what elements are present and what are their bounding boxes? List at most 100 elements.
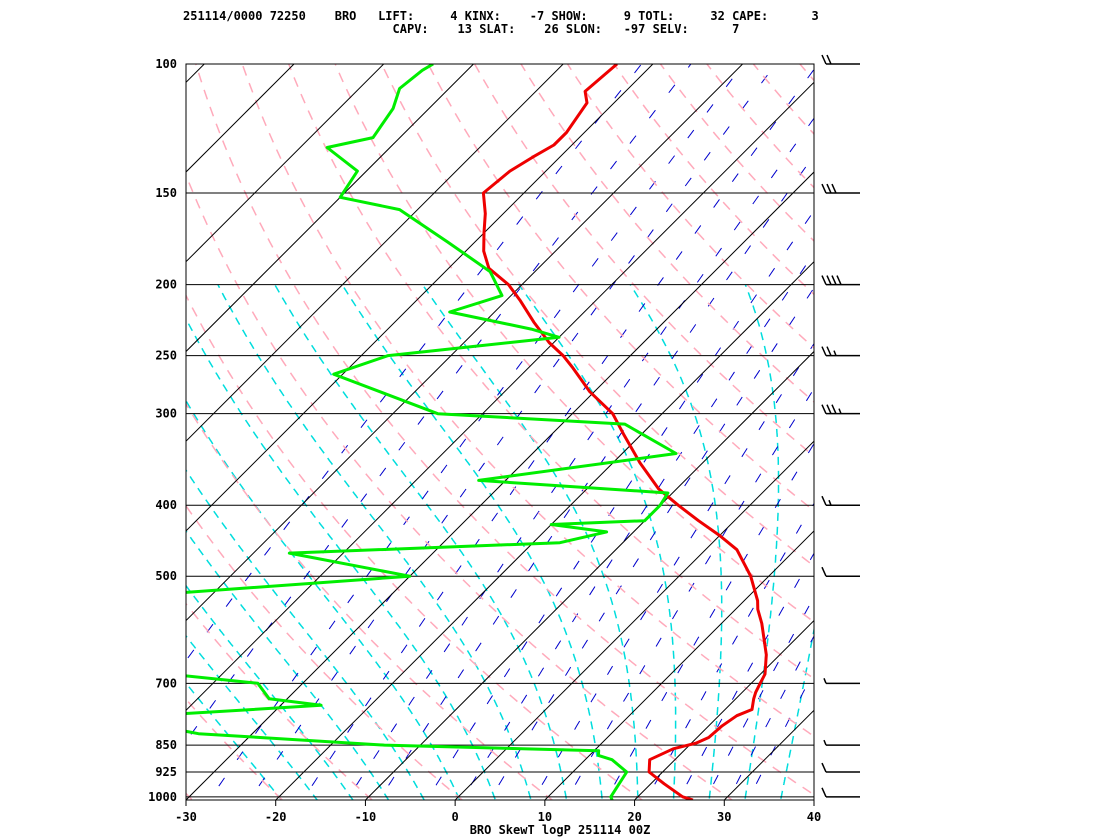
moist-adiabat bbox=[186, 468, 426, 800]
wind-barb-flag bbox=[826, 54, 832, 65]
pressure-tick-label: 925 bbox=[155, 765, 177, 779]
mixing-ratio-line bbox=[186, 64, 642, 662]
wind-barb-flag bbox=[821, 54, 827, 65]
pressure-tick-label: 1000 bbox=[148, 790, 177, 804]
temperature-tick-label: 20 bbox=[627, 810, 641, 824]
wind-barb bbox=[823, 739, 860, 746]
dry-adiabat bbox=[863, 31, 1120, 813]
moist-adiabat bbox=[186, 399, 461, 800]
dry-adiabat bbox=[186, 698, 284, 800]
dry-adiabat bbox=[908, 31, 1120, 813]
wind-barb-flag bbox=[821, 404, 827, 414]
wind-barb bbox=[821, 404, 860, 415]
wind-barb-flag bbox=[821, 183, 827, 194]
pressure-tick-label: 250 bbox=[155, 349, 177, 363]
wind-barb-flag bbox=[821, 275, 827, 285]
dry-adiabat bbox=[334, 64, 814, 623]
header-line2: CAPV: 13 SLAT: 26 SLON: -97 SELV: 7 bbox=[183, 22, 740, 36]
temperature-tick-label: 0 bbox=[452, 810, 459, 824]
mixing-ratio-line bbox=[346, 117, 814, 800]
moist-adiabat bbox=[186, 317, 497, 800]
moist-adiabat bbox=[421, 284, 639, 800]
wind-barb-half bbox=[838, 408, 842, 414]
dry-adiabat bbox=[186, 504, 464, 800]
mixing-ratio-line bbox=[186, 64, 692, 743]
temperature-profile bbox=[481, 64, 768, 800]
dry-adiabat bbox=[613, 64, 814, 296]
mixing-ratio-line bbox=[208, 64, 744, 800]
isotherm bbox=[364, 350, 814, 800]
wind-barb-half bbox=[833, 350, 837, 356]
isotherm bbox=[0, 31, 148, 813]
mixing-ratio-line bbox=[426, 209, 814, 800]
wind-barb-flag bbox=[826, 183, 832, 194]
wind-barb-flag bbox=[826, 404, 832, 414]
dry-adiabat bbox=[0, 31, 113, 813]
isotherm bbox=[186, 64, 564, 442]
dry-adiabat bbox=[186, 792, 194, 800]
wind-barb-flag bbox=[821, 566, 827, 577]
isotherm bbox=[186, 64, 475, 353]
wind-barb-flag bbox=[831, 275, 837, 285]
pressure-tick-label: 300 bbox=[155, 407, 177, 421]
moist-adiabat bbox=[518, 284, 677, 800]
wind-barb bbox=[821, 275, 860, 286]
wind-barb bbox=[821, 346, 860, 357]
wind-barb-flag bbox=[821, 495, 827, 506]
mixing-ratio-line bbox=[301, 68, 814, 800]
isotherm bbox=[186, 64, 206, 84]
dry-adiabat bbox=[186, 602, 374, 800]
temperature-tick-label: -30 bbox=[175, 810, 197, 824]
mixing-ratio-line bbox=[605, 442, 814, 800]
dry-adiabat bbox=[752, 64, 814, 136]
wind-barb bbox=[821, 495, 860, 506]
temperature-tick-label: 40 bbox=[807, 810, 821, 824]
wind-barb bbox=[821, 54, 860, 65]
moist-adiabat bbox=[217, 284, 532, 800]
pressure-tick-label: 400 bbox=[155, 498, 177, 512]
pressure-tick-label: 500 bbox=[155, 569, 177, 583]
pressure-tick-label: 700 bbox=[155, 676, 177, 690]
wind-barb-flag bbox=[826, 346, 832, 356]
dry-adiabat bbox=[798, 64, 814, 82]
isotherm bbox=[544, 530, 814, 800]
temperature-tick-label: 30 bbox=[717, 810, 731, 824]
wind-barb-half bbox=[828, 499, 832, 506]
pressure-tick-label: 100 bbox=[155, 57, 177, 71]
moist-adiabat bbox=[744, 284, 780, 800]
moist-adiabat bbox=[186, 584, 354, 800]
mixing-ratio-line bbox=[461, 252, 814, 800]
chart-title: BRO SkewT logP 251114 00Z bbox=[470, 823, 651, 837]
wind-barb bbox=[821, 183, 860, 194]
wind-barb bbox=[821, 762, 860, 773]
dry-adiabat bbox=[195, 64, 814, 796]
temperature-tick-label: -20 bbox=[265, 810, 287, 824]
isotherm bbox=[275, 261, 814, 800]
wind-barb bbox=[821, 566, 860, 577]
mixing-ratio-line bbox=[489, 287, 814, 800]
moist-adiabat bbox=[186, 634, 319, 800]
dry-adiabat bbox=[566, 64, 814, 349]
pressure-tick-label: 150 bbox=[155, 186, 177, 200]
dry-adiabat bbox=[817, 31, 1120, 813]
wind-barb-flag bbox=[821, 762, 827, 773]
isotherm bbox=[0, 31, 58, 813]
moist-adiabat bbox=[629, 284, 723, 800]
temperature-tick-label: -10 bbox=[355, 810, 377, 824]
moist-adiabat bbox=[779, 625, 814, 800]
moist-adiabat bbox=[341, 284, 603, 800]
isotherm bbox=[633, 619, 814, 800]
wind-barb bbox=[823, 678, 860, 685]
mixing-ratio-line bbox=[727, 635, 814, 800]
wind-barb-flag bbox=[831, 404, 837, 414]
wind-barb bbox=[821, 787, 860, 798]
isotherm bbox=[186, 64, 295, 173]
moist-adiabat bbox=[186, 682, 283, 800]
wind-barb-half bbox=[823, 678, 827, 684]
pressure-tick-label: 200 bbox=[155, 278, 177, 292]
mixing-ratio-line bbox=[378, 154, 814, 800]
dry-adiabat bbox=[427, 64, 814, 512]
isotherm bbox=[186, 64, 654, 532]
isotherm bbox=[186, 64, 385, 263]
